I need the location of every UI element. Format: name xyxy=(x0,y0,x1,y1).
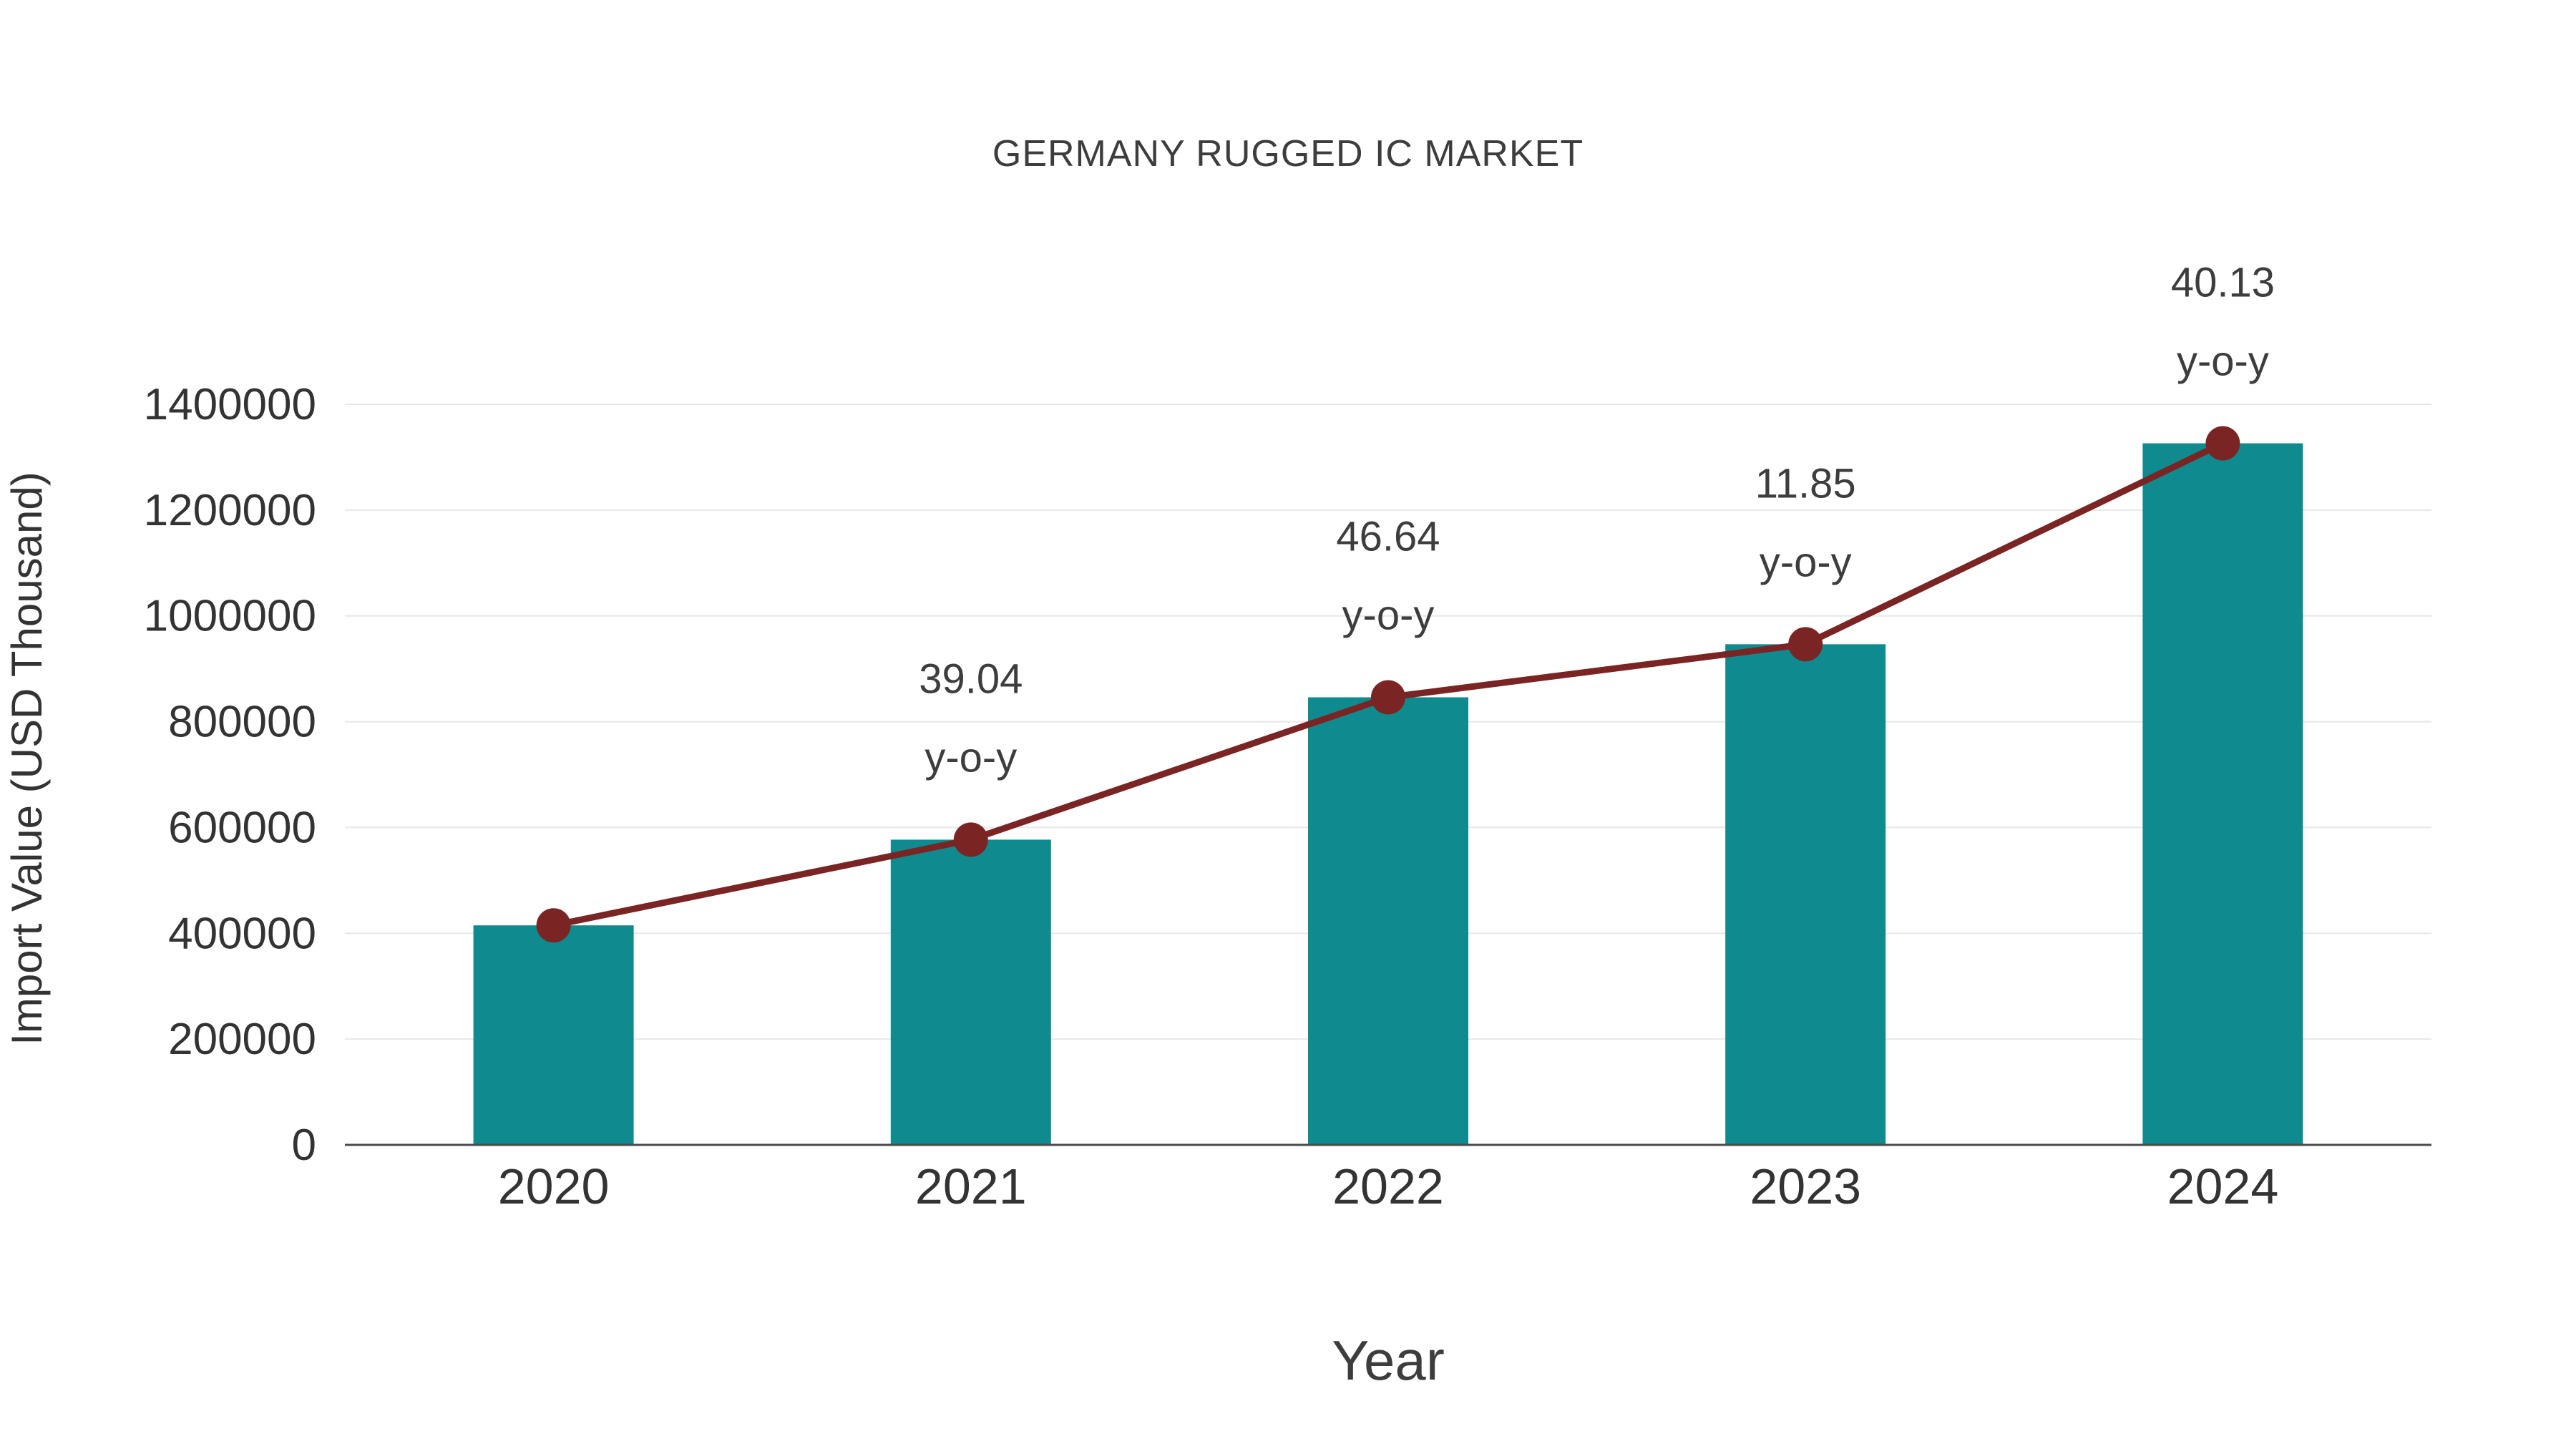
yoy-marker-2021 xyxy=(953,822,988,857)
yoy-value-label-2021: 39.04 xyxy=(919,655,1023,702)
x-tick-label-2021: 2021 xyxy=(915,1158,1027,1214)
y-axis-title: Import Value (USD Thousand) xyxy=(3,472,51,1045)
bar-2024 xyxy=(2142,443,2303,1145)
x-tick-label-2020: 2020 xyxy=(498,1158,610,1214)
y-tick-label: 600000 xyxy=(168,803,316,852)
x-axis-title: Year xyxy=(1332,1329,1445,1392)
x-tick-label-2022: 2022 xyxy=(1332,1158,1444,1214)
yoy-marker-2020 xyxy=(536,908,571,943)
yoy-value-label-2024: 40.13 xyxy=(2171,260,2275,306)
yoy-suffix-label-2022: y-o-y xyxy=(1342,592,1435,638)
yoy-suffix-label-2024: y-o-y xyxy=(2177,338,2269,385)
yoy-value-label-2023: 11.85 xyxy=(1755,460,1856,507)
x-tick-label-2023: 2023 xyxy=(1750,1158,1861,1214)
x-tick-label-2024: 2024 xyxy=(2167,1158,2279,1214)
yoy-marker-2023 xyxy=(1788,627,1823,662)
bar-2020 xyxy=(473,925,634,1145)
y-tick-label: 1000000 xyxy=(144,592,316,641)
yoy-marker-2022 xyxy=(1371,680,1405,715)
y-tick-label: 800000 xyxy=(168,698,316,747)
bar-2023 xyxy=(1725,644,1886,1145)
yoy-suffix-label-2021: y-o-y xyxy=(924,734,1017,781)
chart-title: GERMANY RUGGED IC MARKET xyxy=(992,133,1584,175)
yoy-marker-2024 xyxy=(2205,426,2240,461)
y-tick-label: 400000 xyxy=(168,909,316,958)
y-tick-label: 200000 xyxy=(168,1015,316,1064)
y-tick-label: 1400000 xyxy=(144,380,316,429)
bar-2022 xyxy=(1308,697,1468,1145)
y-tick-label: 0 xyxy=(292,1121,316,1170)
yoy-suffix-label-2023: y-o-y xyxy=(1760,539,1852,585)
y-tick-label: 1200000 xyxy=(144,486,316,535)
bar-2021 xyxy=(890,839,1051,1145)
yoy-value-label-2022: 46.64 xyxy=(1336,513,1440,560)
